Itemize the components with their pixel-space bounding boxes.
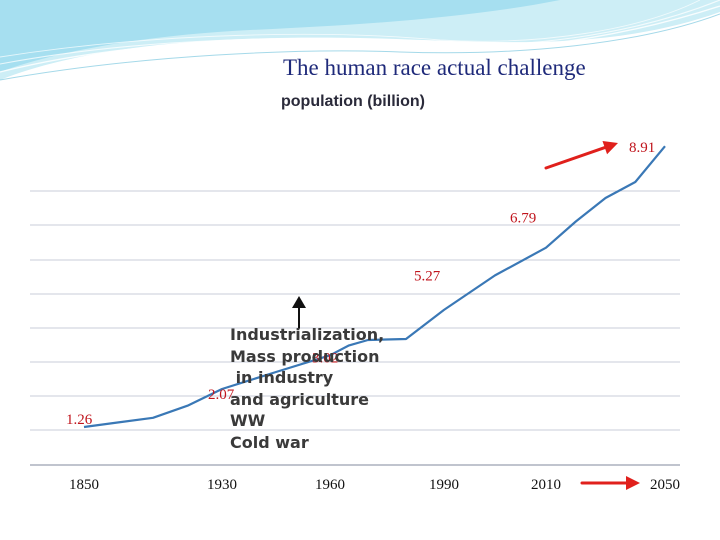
x-tick-label: 2050 — [650, 477, 680, 493]
x-tick-label: 1960 — [315, 477, 345, 493]
wave-band-front — [0, 0, 560, 72]
annotation-line: Mass production — [230, 346, 380, 366]
data-label: 5.27 — [414, 268, 441, 284]
population-series-line — [83, 145, 666, 429]
data-label: 8.91 — [629, 140, 655, 156]
annotation-line: Cold war — [230, 432, 309, 452]
data-label: 3.02 — [312, 350, 338, 366]
x-tick-label: 1990 — [429, 477, 459, 493]
industrialization-arrow-head — [292, 296, 306, 308]
trend-arrow-head — [602, 140, 618, 155]
y-axis-label: population (billion) — [281, 93, 425, 110]
x-tick-label: 1930 — [207, 477, 237, 493]
x-tick-label: 1850 — [69, 477, 99, 493]
x-tick-label: 2010 — [531, 477, 561, 493]
trend-arrow-shaft — [544, 146, 607, 170]
data-label: 6.79 — [510, 210, 536, 226]
axis-forecast-arrow-head — [626, 476, 640, 490]
data-label: 2.07 — [208, 387, 235, 403]
annotation-line: in industry — [230, 368, 334, 387]
annotation-line: and agriculture — [230, 389, 369, 409]
annotation-line: Industrialization, — [230, 325, 385, 344]
slide-title: The human race actual challenge — [283, 55, 586, 80]
industrialization-annotation: Industrialization, Mass production in in… — [230, 324, 384, 453]
data-label: 1.26 — [66, 412, 93, 428]
annotation-line: WW — [230, 411, 266, 430]
wave-stroke-2 — [0, 0, 720, 65]
wave-stroke-3 — [0, 0, 701, 58]
wave-stroke-1 — [0, 5, 720, 73]
wave-stroke-4 — [0, 13, 720, 81]
